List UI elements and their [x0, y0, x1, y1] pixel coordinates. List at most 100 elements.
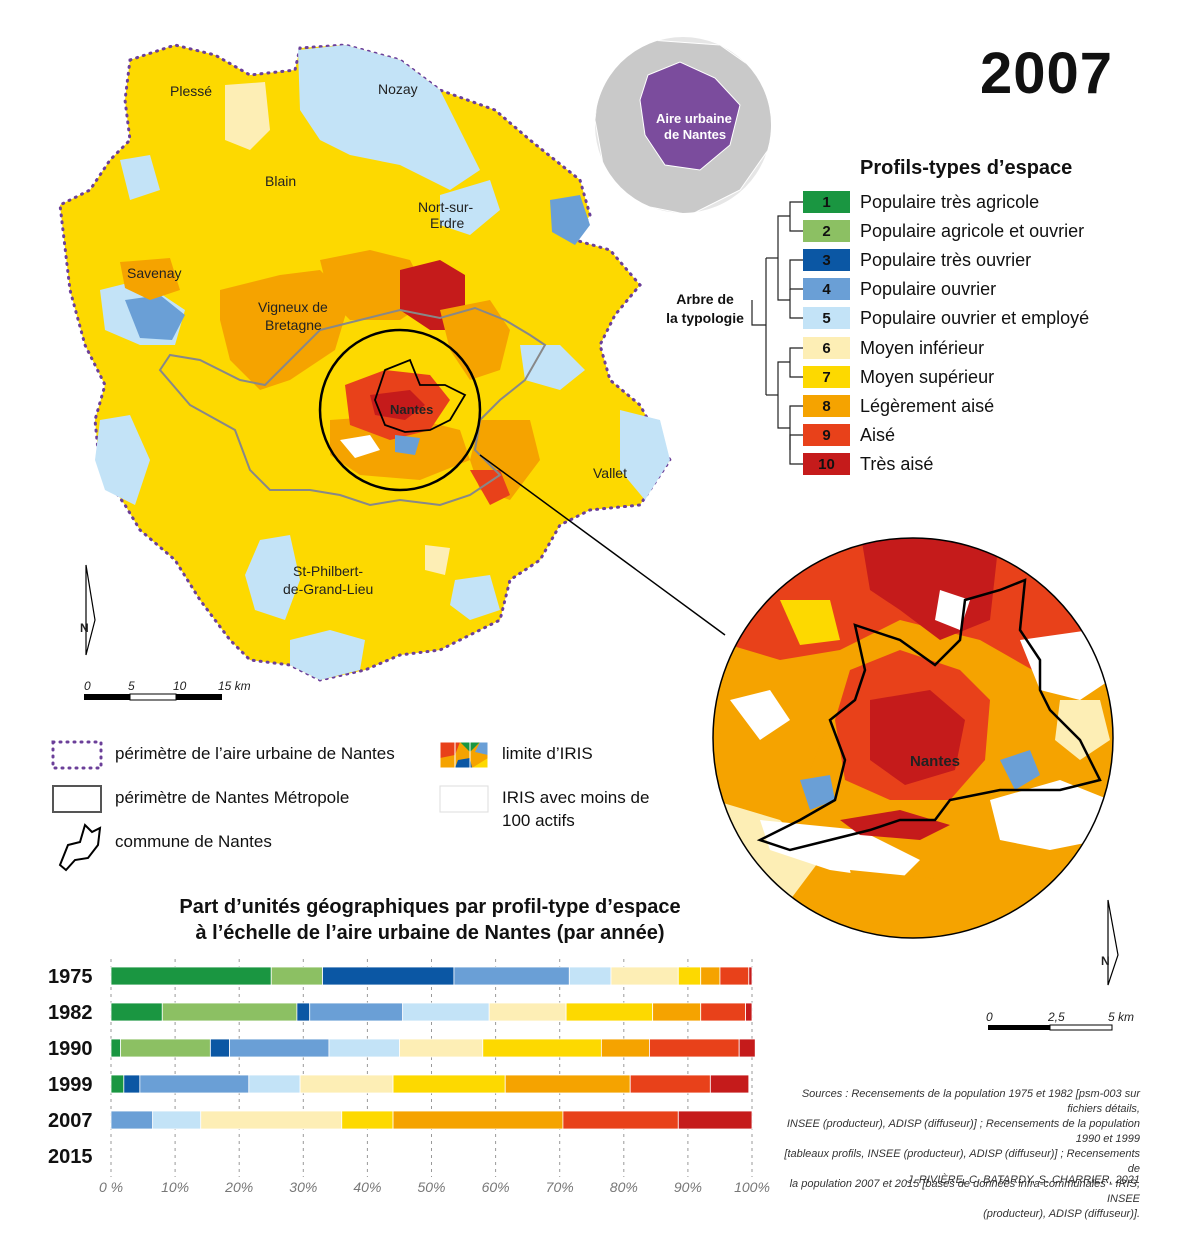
- year-row-label: 2007: [48, 1110, 93, 1132]
- place-label: de-Grand-Lieu: [283, 581, 373, 597]
- north-arrow-main: N: [80, 564, 96, 656]
- bar-segment: [120, 1038, 211, 1058]
- typology-tree: [751, 201, 803, 465]
- bar-segment: [568, 966, 612, 986]
- legend-iris-small-symbol: [439, 785, 489, 813]
- sources: Sources : Recensements de la population …: [770, 1087, 1140, 1222]
- bar-segment: [110, 966, 272, 986]
- zoom-circle: [318, 328, 482, 492]
- profile-label: Moyen supérieur: [860, 366, 995, 387]
- bar-segment: [677, 1110, 753, 1130]
- year-row-label: 2015: [48, 1146, 93, 1168]
- bar-segment: [488, 1002, 567, 1022]
- chart-ticks: 0 % 10% 20% 30% 40% 50% 60% 70% 80% 90% 100%: [99, 1179, 770, 1195]
- x-tick-label: 90%: [674, 1179, 702, 1195]
- profile-swatch: 8: [803, 395, 850, 417]
- profile-row: 1 Populaire très agricole: [803, 190, 1039, 214]
- profile-swatch: 3: [803, 249, 850, 271]
- place-label: Bretagne: [265, 317, 322, 333]
- tree-label-line: la typologie: [666, 310, 744, 326]
- source-line: INSEE (producteur), ADISP (diffuseur)] ;…: [786, 1118, 1140, 1145]
- bar-segment: [110, 1074, 125, 1094]
- year-title: 2007: [980, 41, 1114, 106]
- profile-swatch: 5: [803, 307, 850, 329]
- bar-segment: [652, 1002, 702, 1022]
- year-row-label: 1990: [48, 1038, 93, 1060]
- bar-segment: [296, 1002, 311, 1022]
- profile-label: Populaire ouvrier: [860, 278, 997, 299]
- zoom-map[interactable]: [700, 530, 1130, 950]
- profile-swatch: 6: [803, 337, 850, 359]
- chart-grid: [110, 959, 753, 1177]
- bar-segment: [504, 1074, 631, 1094]
- bar-segment: [392, 1110, 564, 1130]
- x-tick-label: 50%: [417, 1179, 445, 1195]
- svg-text:15 km: 15 km: [218, 679, 251, 693]
- source-line: la population 2007 et 2015 [bases de don…: [789, 1178, 1140, 1205]
- main-map[interactable]: Plessé Nozay Blain Nort-sur- Erdre Saven…: [58, 43, 726, 682]
- bar-segment: [677, 966, 702, 986]
- profile-label: Aisé: [860, 424, 896, 445]
- profile-label: Populaire très ouvrier: [860, 249, 1032, 270]
- profile-swatch: 1: [803, 191, 850, 213]
- bar-segment: [745, 1002, 753, 1022]
- profile-label: Populaire très agricole: [860, 191, 1040, 212]
- place-label: Savenay: [127, 265, 181, 281]
- bar-segment: [600, 1038, 650, 1058]
- nantes-commune-outline: [374, 358, 467, 433]
- zoom-map-border: [712, 537, 1114, 939]
- bar-segment: [248, 1074, 301, 1094]
- profile-row: 2 Populaire agricole et ouvrier: [803, 219, 1084, 243]
- profile-row: 6 Moyen inférieur: [803, 336, 984, 360]
- profile-swatch: 9: [803, 424, 850, 446]
- svg-text:10: 10: [173, 679, 187, 693]
- profile-label: Populaire ouvrier et employé: [860, 307, 1090, 328]
- legend-aire-urbaine-label: périmètre de l’aire urbaine de Nantes: [115, 744, 395, 763]
- x-tick-label: 20%: [224, 1179, 253, 1195]
- inset-map: Aire urbaine de Nantes: [595, 37, 771, 213]
- profile-row: 4 Populaire ouvrier: [803, 277, 996, 301]
- profile-row: 3 Populaire très ouvrier: [803, 248, 1031, 272]
- profile-row: 8 Légèrement aisé: [803, 394, 994, 418]
- chart-title-line: Part d’unités géographiques par profil-t…: [179, 896, 681, 918]
- credits: J. RIVIÈRE, C. BATARDY, S. CHARRIER, 202…: [907, 1174, 1140, 1186]
- bar-segment: [299, 1074, 394, 1094]
- profile-row: 5 Populaire ouvrier et employé: [803, 306, 1089, 330]
- north-arrow-zoom: N: [1101, 899, 1119, 986]
- bar-segment: [200, 1110, 343, 1130]
- svg-text:0: 0: [986, 1010, 993, 1024]
- source-line: (producteur), ADISP (diffuseur)].: [983, 1208, 1140, 1220]
- tree-label: Arbre de la typologie: [660, 290, 750, 328]
- source-line: Sources : Recensements de la population …: [801, 1088, 1140, 1115]
- profile-row: 9 Aisé: [803, 423, 895, 447]
- legend-iris-label: limite d’IRIS: [502, 744, 593, 763]
- place-label: Nozay: [378, 81, 418, 97]
- profile-row: 7 Moyen supérieur: [803, 365, 994, 389]
- bar-segment: [110, 1002, 163, 1022]
- bar-segment: [309, 1002, 404, 1022]
- bar-segment: [270, 966, 323, 986]
- tree-label-line: Arbre de: [676, 291, 734, 307]
- profile-label: Populaire agricole et ouvrier: [860, 220, 1085, 241]
- profile-label: Moyen inférieur: [860, 337, 985, 358]
- profile-swatch: 10: [803, 453, 850, 475]
- bar-segment: [629, 1074, 711, 1094]
- place-label: Vallet: [593, 465, 627, 481]
- chart-bars: [110, 966, 756, 1130]
- profile-label: Très aisé: [860, 453, 934, 474]
- bar-segment: [482, 1038, 602, 1058]
- bar-segment: [738, 1038, 756, 1058]
- bar-segment: [328, 1038, 400, 1058]
- place-label: Nort-sur-: [418, 199, 474, 215]
- bar-segment: [110, 1110, 154, 1130]
- legend-iris-small-label-1: IRIS avec moins de: [502, 788, 650, 807]
- bar-segment: [700, 966, 721, 986]
- legend-aire-urbaine-symbol: [51, 740, 103, 770]
- source-line: [tableaux profils, INSEE (producteur), A…: [784, 1148, 1140, 1175]
- bar-segment: [209, 1038, 230, 1058]
- legend-title: Profils-types d’espace: [860, 157, 1073, 179]
- svg-text:Aire urbaine: Aire urbaine: [656, 111, 732, 126]
- scale-bar-zoom: 0 2,5 5 km: [986, 1010, 1134, 1031]
- year-row-label: 1999: [48, 1074, 93, 1096]
